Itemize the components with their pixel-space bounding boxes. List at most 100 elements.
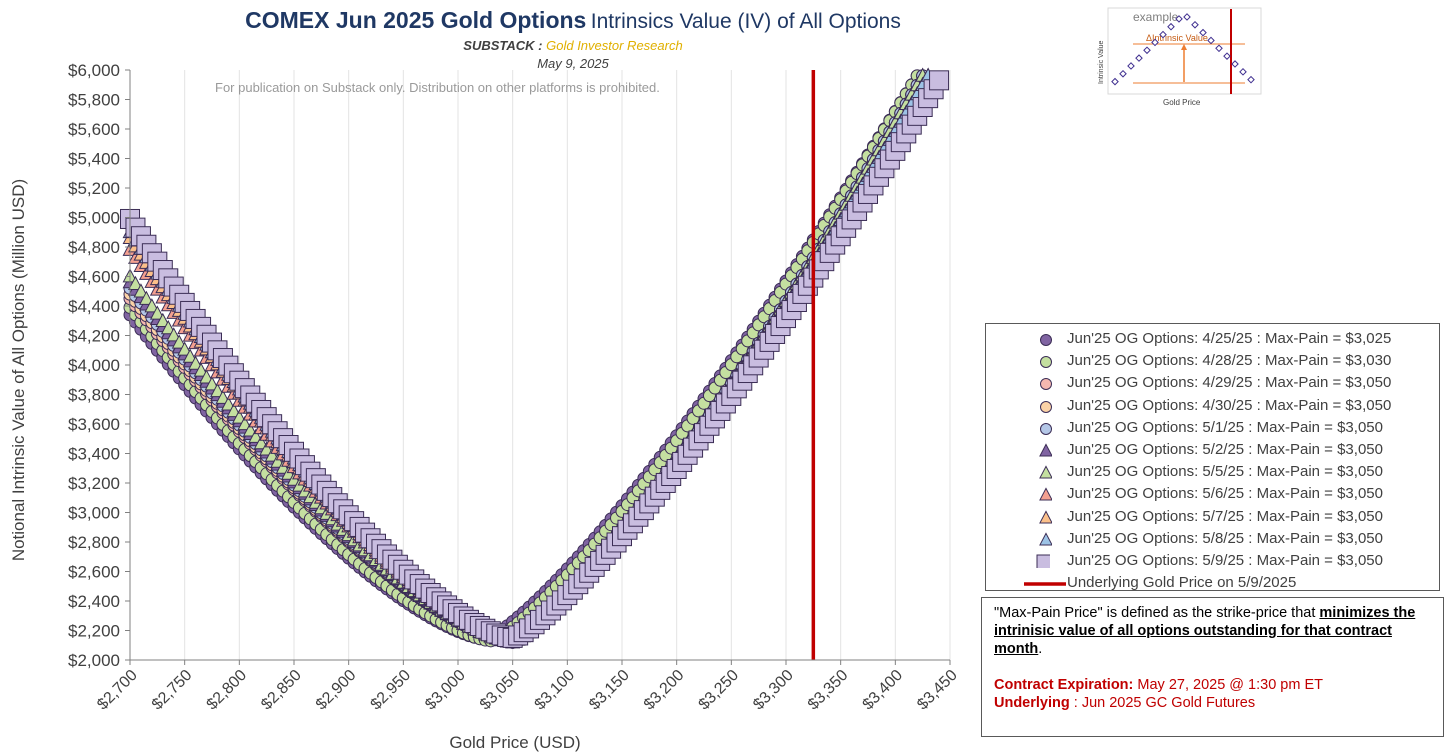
y-tick-label: $2,000 [68,651,120,670]
y-tick-label: $5,200 [68,179,120,198]
data-point [155,312,171,327]
legend-item-label: Jun'25 OG Options: 5/8/25 : Max-Pain = $… [1067,529,1383,547]
y-tick-label: $4,400 [68,297,120,316]
y-tick-label: $2,400 [68,592,120,611]
y-tick-label: $4,000 [68,356,120,375]
y-tick-label: $5,800 [68,91,120,110]
y-tick-label: $2,600 [68,563,120,582]
data-point [226,402,242,418]
x-tick-label: $3,450 [914,667,961,714]
inset-diamond [1231,60,1239,68]
data-point [199,369,214,384]
inset-title: example [1133,10,1179,24]
legend-item-label: Jun'25 OG Options: 4/25/25 : Max-Pain = … [1067,330,1392,347]
note-exp-value: May 27, 2025 @ 1:30 pm ET [1133,677,1323,693]
note-underlying: Underlying : Jun 2025 GC Gold Futures [994,694,1431,712]
x-tick-label: $2,750 [149,667,196,714]
data-point [210,382,225,398]
x-tick-label: $3,250 [696,667,743,714]
chart-grid [184,70,951,660]
data-point [193,362,209,377]
y-tick-label: $6,000 [68,61,120,80]
chart-subtitle: SUBSTACK : Gold Investor Research [0,38,1146,53]
chart-title: COMEX Jun 2025 Gold Options Intrinsics V… [0,7,1146,34]
y-tick-label: $3,600 [68,415,120,434]
legend-item-label: Jun'25 OG Options: 4/30/25 : Max-Pain = … [1067,396,1392,414]
y-tick-label: $2,200 [68,622,120,641]
legend-marker [1039,465,1052,479]
legend-marker-shape [1040,334,1052,346]
inset-diamond [1159,30,1167,39]
inset-diamond [1167,22,1175,31]
x-tick-label: $3,100 [532,667,579,714]
legend-marker [1039,532,1052,546]
y-tick-label: $3,800 [68,386,120,405]
data-point [138,290,154,305]
inset-xlabel: Gold Price [1163,98,1201,107]
legend-marker-shape [1039,487,1052,501]
inset-diamond [1135,54,1143,62]
data-point [166,327,182,342]
data-point [204,376,220,391]
inset-arrow-head [1181,44,1187,50]
data-point [128,275,143,290]
legend-marker-shape [1039,509,1052,524]
data-point [215,389,231,404]
chart-date: May 9, 2025 [537,56,609,71]
y-tick-label: $4,200 [68,327,120,346]
y-tick-label: $3,000 [68,504,120,523]
y-tick-label: $4,800 [68,238,120,257]
inset-diamond [1111,77,1119,86]
legend-marker-shape [1040,378,1052,391]
legend-item-label: Jun'25 OG Options: 4/29/25 : Max-Pain = … [1067,374,1392,392]
legend-marker [1039,509,1052,524]
note-def-post: . [1038,641,1043,657]
subtitle-value: Gold Investor Research [546,38,683,53]
legend-marker [1040,356,1052,369]
legend-line-marker [1024,582,1066,586]
legend-item-label: Jun'25 OG Options: 5/2/25 : Max-Pain = $… [1067,441,1383,458]
inset-diamond [1183,13,1191,21]
x-tick-label: $3,150 [586,667,633,714]
legend-marker [1040,422,1052,435]
data-point [220,396,236,411]
inset-diamonds [1111,13,1255,86]
inset-diamond [1191,20,1199,29]
y-axis-title: Notional Intrinsic Value of All Options … [9,179,28,561]
legend-item-label: Jun'25 OG Options: 5/9/25 : Max-Pain = $… [1067,552,1383,569]
x-tick-label: $3,350 [805,667,852,714]
legend-underlying-label: Underlying Gold Price on 5/9/2025 [1067,574,1297,592]
series-1 [123,69,924,646]
inset-diamond [1175,15,1183,23]
inset-diamond [1215,44,1223,53]
subtitle-label: SUBSTACK : [463,38,543,53]
inset-diamond [1247,75,1255,84]
series-5 [123,69,930,649]
x-tick-label: $2,900 [313,667,360,714]
x-tick-label: $2,950 [368,667,415,714]
y-tick-label: $3,200 [68,474,120,493]
inset-ylabel: Intrinsic Value [1098,40,1105,84]
inset-diamond [1143,46,1151,55]
inset-diamond [1119,69,1127,78]
x-tick-label: $2,700 [94,667,141,714]
series-11 [120,70,950,648]
data-point [182,348,198,363]
legend-item-label: Jun'25 OG Options: 5/5/25 : Max-Pain = $… [1067,463,1383,481]
y-tick-label: $3,400 [68,445,120,464]
y-tick-label: $5,600 [68,120,120,139]
legend-marker-shape [1040,356,1052,369]
inset-diamond [1239,68,1247,76]
note-und-label: Underlying [994,695,1070,711]
inset-diamond [1207,36,1215,45]
chart-series [120,67,950,660]
y-tick-label: $4,600 [68,268,120,287]
inset-diamond [1127,62,1135,70]
chart-axes: $2,000 $2,200 $2,400 $2,600 $2,800 $3,000 $3,2… [9,61,961,752]
legend-marker-shape [1036,554,1050,568]
data-point [177,341,193,356]
note-def-bold: minimizes the intrinisic value of all op… [994,605,1416,657]
chart-title-rest: Intrinsics Value (IV) of All Options [590,10,901,33]
legend-marker [1040,400,1052,413]
